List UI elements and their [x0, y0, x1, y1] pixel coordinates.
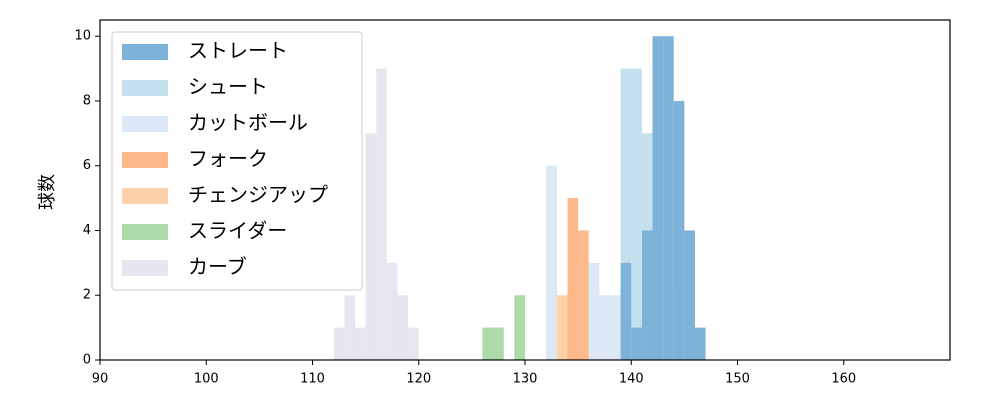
- bar: [631, 68, 642, 361]
- bar: [386, 262, 398, 360]
- bar: [610, 295, 621, 360]
- bar: [567, 198, 579, 360]
- bar: [556, 295, 568, 360]
- bar: [376, 68, 387, 361]
- legend-label: カーブ: [188, 255, 247, 279]
- x-tick-label: 110: [300, 372, 325, 387]
- legend-label: チェンジアップ: [188, 183, 328, 207]
- y-axis-label: 球数: [37, 174, 58, 210]
- bar: [344, 295, 355, 360]
- bar: [493, 327, 504, 360]
- bar: [408, 327, 419, 360]
- y-tick-label: 6: [83, 158, 91, 173]
- y-tick-label: 4: [83, 223, 91, 238]
- legend-box: [111, 31, 363, 291]
- bar: [514, 295, 525, 360]
- bar: [695, 327, 706, 360]
- x-tick-label: 90: [92, 372, 109, 387]
- bar: [482, 327, 494, 360]
- legend-label: シュート: [188, 75, 268, 99]
- y-tick-label: 0: [83, 353, 91, 368]
- bar: [620, 262, 632, 360]
- x-tick-label: 150: [725, 372, 750, 387]
- x-tick-label: 100: [194, 372, 219, 387]
- y-tick-label: 8: [83, 93, 91, 108]
- bar: [620, 68, 632, 361]
- legend-label: ストレート: [188, 39, 288, 63]
- bar: [588, 262, 600, 360]
- x-tick-label: 160: [831, 372, 856, 387]
- legend-swatch: [122, 260, 168, 276]
- bar: [355, 327, 366, 360]
- legend-swatch: [122, 224, 168, 240]
- bar: [578, 230, 589, 360]
- bar: [397, 295, 409, 360]
- bar: [631, 327, 642, 360]
- bar: [546, 165, 557, 360]
- bar: [641, 230, 653, 360]
- bar: [365, 133, 377, 360]
- bar: [663, 36, 674, 360]
- legend-label: カットボール: [188, 111, 308, 135]
- legend-label: フォーク: [188, 147, 268, 171]
- legend-label: スライダー: [188, 219, 287, 243]
- legend-swatch: [122, 80, 168, 96]
- legend-swatch: [122, 188, 168, 204]
- y-tick-label: 10: [74, 29, 91, 44]
- legend-swatch: [122, 44, 168, 60]
- bar: [333, 327, 345, 360]
- x-tick-label: 130: [513, 372, 538, 387]
- x-tick-label: 140: [619, 372, 644, 387]
- y-tick-label: 2: [83, 288, 91, 303]
- bar: [684, 230, 695, 360]
- bar: [673, 100, 685, 360]
- x-tick-label: 120: [406, 372, 431, 387]
- legend-swatch: [122, 152, 168, 168]
- legend-swatch: [122, 116, 168, 132]
- bar: [652, 36, 664, 360]
- bar: [599, 295, 610, 360]
